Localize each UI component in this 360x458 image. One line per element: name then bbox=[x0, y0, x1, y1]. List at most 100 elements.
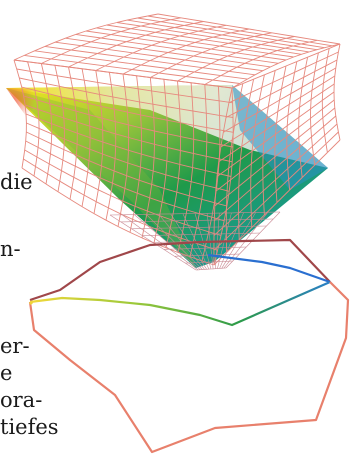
wireframe-left-mesh bbox=[83, 183, 87, 196]
wireframe-left-mesh bbox=[154, 130, 168, 135]
wireframe-right-mesh bbox=[242, 78, 254, 85]
wireframe-top-mesh bbox=[142, 48, 169, 53]
wireframe-left-mesh bbox=[114, 121, 117, 134]
wireframe-top-mesh bbox=[34, 45, 46, 52]
wireframe-right-mesh bbox=[299, 157, 302, 168]
wireframe-left-mesh bbox=[49, 103, 63, 108]
wireframe-top-mesh bbox=[167, 68, 195, 73]
wireframe-top-mesh bbox=[204, 79, 214, 85]
wireframe-right-mesh bbox=[264, 69, 276, 76]
wireframe-inner-mesh bbox=[221, 261, 227, 269]
wireframe-right-mesh bbox=[298, 107, 301, 118]
wireframe-right-mesh bbox=[262, 156, 276, 168]
wireframe-left-mesh bbox=[87, 102, 102, 107]
wireframe-right-mesh bbox=[322, 83, 335, 93]
wireframe-right-mesh bbox=[311, 80, 314, 91]
wireframe-top-mesh bbox=[219, 42, 229, 47]
wireframe-left-mesh bbox=[177, 80, 192, 84]
wireframe-right-mesh bbox=[275, 122, 277, 135]
wireframe-top-mesh bbox=[324, 45, 333, 49]
wireframe-left-mesh bbox=[97, 81, 112, 86]
wireframe-left-mesh bbox=[189, 242, 194, 257]
wireframe-left-mesh bbox=[37, 109, 40, 119]
wireframe-left-mesh bbox=[205, 141, 208, 157]
wireframe-left-mesh bbox=[51, 133, 65, 140]
wireframe-inner-mesh bbox=[240, 212, 244, 220]
wireframe-right-mesh bbox=[311, 136, 313, 147]
wireframe-top-mesh bbox=[131, 64, 142, 70]
wireframe-inner-mesh bbox=[227, 219, 230, 227]
wireframe-left-mesh bbox=[193, 124, 207, 129]
wireframe-top-mesh bbox=[184, 22, 194, 26]
wireframe-right-mesh bbox=[290, 86, 303, 95]
wireframe-inner-mesh bbox=[198, 248, 203, 256]
wireframe-inner-mesh bbox=[170, 213, 176, 221]
wireframe-top-mesh bbox=[252, 55, 262, 61]
wireframe-inner-mesh bbox=[229, 247, 235, 255]
wireframe-top-mesh bbox=[164, 27, 175, 31]
wireframe-top-mesh bbox=[284, 45, 294, 49]
wireframe-inner-mesh bbox=[167, 234, 175, 243]
wireframe-top-mesh bbox=[100, 37, 127, 43]
wireframe-left-mesh bbox=[152, 157, 155, 172]
wireframe-left-mesh bbox=[219, 129, 234, 133]
wireframe-inner-mesh bbox=[246, 219, 252, 227]
wireframe-top-mesh bbox=[185, 45, 212, 50]
wireframe-inner-mesh bbox=[192, 234, 197, 242]
wireframe-left-mesh bbox=[24, 104, 39, 110]
wireframe-left-mesh bbox=[36, 99, 39, 110]
wireframe-top-mesh bbox=[44, 45, 72, 51]
wireframe-top-mesh bbox=[75, 30, 87, 35]
wireframe-right-mesh bbox=[247, 92, 252, 107]
body-text-line-4: e bbox=[0, 361, 13, 385]
wireframe-top-mesh bbox=[227, 55, 254, 61]
wireframe-top-mesh bbox=[160, 21, 185, 26]
wireframe-left-mesh bbox=[88, 114, 91, 127]
wireframe-left-mesh bbox=[75, 165, 88, 173]
wireframe-top-mesh bbox=[176, 45, 187, 50]
wireframe-left-mesh bbox=[21, 86, 25, 97]
wireframe-left-mesh bbox=[180, 150, 194, 154]
wireframe-right-mesh bbox=[270, 88, 282, 95]
wireframe-right-mesh bbox=[292, 76, 304, 84]
wireframe-top-mesh bbox=[127, 17, 138, 21]
wireframe-right-mesh bbox=[245, 105, 249, 120]
wireframe-top-mesh bbox=[210, 63, 237, 68]
wireframe-right-mesh bbox=[300, 89, 313, 98]
wireframe-right-mesh bbox=[220, 139, 233, 148]
wireframe-top-mesh bbox=[177, 76, 187, 82]
wireframe-inner-mesh bbox=[164, 220, 171, 229]
wireframe-left-mesh bbox=[16, 68, 31, 72]
wireframe-right-mesh bbox=[277, 104, 290, 112]
wireframe-inner-mesh bbox=[153, 221, 161, 229]
wireframe-left-mesh bbox=[163, 174, 167, 189]
wireframe-top-mesh bbox=[51, 58, 79, 63]
wireframe-top-mesh bbox=[158, 52, 169, 57]
wireframe-left-mesh bbox=[134, 205, 148, 212]
wireframe-top-mesh bbox=[262, 66, 271, 72]
wireframe-left-mesh bbox=[47, 93, 51, 104]
wireframe-left-mesh bbox=[167, 133, 181, 138]
wireframe-left-mesh bbox=[29, 71, 34, 81]
wireframe-inner-mesh bbox=[256, 219, 263, 227]
wireframe-left-mesh bbox=[150, 77, 164, 80]
wireframe-left-mesh bbox=[190, 167, 194, 182]
wireframe-right-mesh bbox=[337, 131, 341, 141]
wireframe-right-mesh bbox=[214, 209, 227, 222]
wireframe-top-mesh bbox=[269, 41, 294, 47]
wireframe-inner-mesh bbox=[220, 247, 223, 255]
wireframe-left-mesh bbox=[204, 84, 219, 87]
wireframe-right-mesh bbox=[226, 182, 229, 197]
wireframe-left-mesh bbox=[201, 260, 215, 266]
wireframe-top-mesh bbox=[228, 66, 238, 72]
wireframe-left-mesh bbox=[68, 66, 83, 70]
wireframe-right-mesh bbox=[310, 117, 324, 128]
wireframe-left-mesh bbox=[23, 95, 37, 101]
wireframe-left-mesh bbox=[24, 104, 27, 115]
wireframe-top-mesh bbox=[116, 41, 127, 46]
wireframe-left-mesh bbox=[113, 109, 116, 122]
wireframe-left-mesh bbox=[168, 233, 182, 239]
wireframe-top-mesh bbox=[188, 33, 214, 38]
wireframe-top-mesh bbox=[235, 49, 245, 54]
wireframe-left-mesh bbox=[167, 147, 181, 151]
